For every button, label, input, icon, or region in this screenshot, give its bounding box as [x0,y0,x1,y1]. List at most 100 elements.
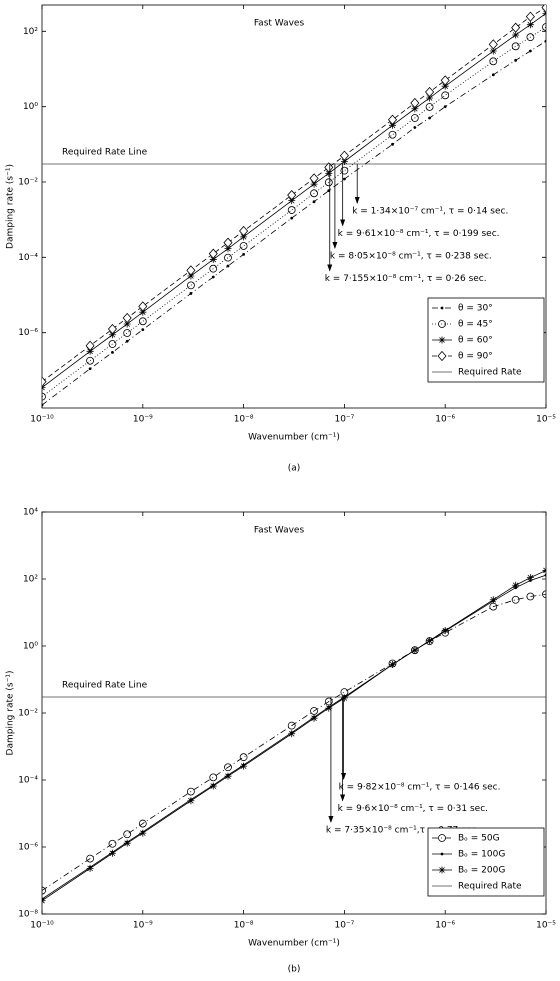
marker [413,126,417,129]
marker [488,39,498,50]
marker [86,854,94,863]
marker [324,178,333,187]
x-tick-label: 10⁻⁶ [435,415,455,425]
arrow-head [327,264,333,272]
marker [441,91,450,100]
marker [340,166,349,175]
marker [138,819,147,828]
marker [514,58,518,62]
marker [542,23,546,31]
marker [224,245,232,253]
y-tick-label: 10⁴ [23,508,38,518]
x-axis-label: Wavenumber (cm⁻¹) [248,433,340,443]
marker [224,253,232,262]
marker [223,237,233,248]
marker [125,339,129,343]
y-tick-label: 10⁰ [23,642,38,652]
marker [526,574,534,582]
marker [239,225,249,237]
marker [489,57,498,66]
required-rate-label: Required Rate Line [62,681,148,691]
marker [111,350,114,354]
required-rate-label: Required Rate Line [62,148,148,158]
marker [411,105,419,113]
y-tick-label: 10⁻² [18,177,38,187]
marker [340,158,348,166]
series-line [42,26,546,397]
marker [325,169,333,177]
marker [428,116,431,120]
marker [438,834,446,842]
marker [108,849,116,857]
legend-label: Bₒ = 50G [458,834,500,844]
marker [288,730,296,738]
y-tick-label: 10⁻⁶ [18,843,38,853]
marker [138,301,148,312]
marker [209,782,217,790]
marker [511,42,520,51]
marker [511,595,520,604]
x-tick-label: 10⁻⁹ [133,921,153,931]
x-tick-label: 10⁻⁸ [234,415,254,425]
arrow-head [328,816,334,824]
marker [189,292,193,295]
marker [339,150,349,161]
marker [512,581,520,589]
marker [108,340,117,348]
y-tick-label: 10² [23,27,38,37]
y-tick-label: 10⁻⁴ [18,253,38,263]
arrow-head [340,794,346,802]
marker [290,216,294,220]
legend-box [427,827,545,897]
marker [239,753,248,762]
marker [186,265,196,276]
annotation-text: k = 7·155×10⁻⁸ cm⁻¹, τ = 0·26 sec. [325,274,487,284]
marker [541,5,546,13]
marker [440,306,444,310]
legend-label: θ = 60° [458,336,493,346]
marker [139,308,147,316]
marker [325,704,333,712]
marker [310,189,318,198]
marker [224,772,232,780]
marker [42,392,46,401]
marker [240,233,248,241]
marker [511,22,521,33]
y-axis-label: Damping rate (s⁻¹) [6,164,16,249]
marker [138,317,147,326]
marker [288,197,296,205]
chart-title: Fast Waves [254,19,305,29]
marker [123,839,131,847]
marker [86,347,94,355]
marker [437,350,447,362]
marker [139,829,147,837]
x-tick-label: 10⁻⁵ [536,415,556,425]
marker [411,646,419,654]
arrow-head [354,197,360,205]
marker [526,592,535,601]
marker [387,114,398,125]
marker [489,47,497,55]
marker [226,264,230,268]
arrow-head [332,242,338,250]
legend-label: θ = 90° [458,352,493,362]
marker [86,864,94,872]
marker [42,897,46,905]
annotation-text: k = 9·6×10⁻⁸ cm⁻¹, τ = 0·31 sec. [338,804,488,814]
marker [123,329,132,337]
marker [108,331,116,339]
marker [528,49,532,53]
marker [544,39,546,43]
y-tick-label: 10⁰ [23,102,38,112]
marker [122,312,132,324]
chart-title: Fast Waves [254,526,305,536]
marker [310,707,318,715]
legend-label: θ = 45° [458,320,493,330]
x-tick-label: 10⁻⁸ [234,921,254,931]
plot-frame [41,4,547,409]
marker [187,797,195,805]
marker [410,97,420,109]
marker [410,114,419,122]
marker [526,33,535,42]
